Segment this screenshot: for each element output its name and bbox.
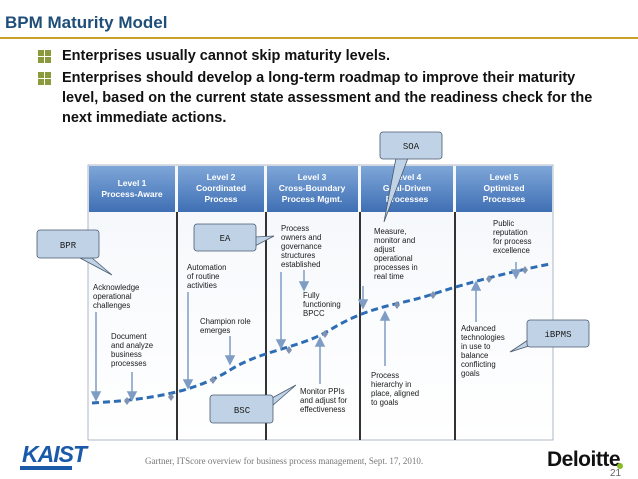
kaist-logo-bar	[20, 466, 72, 470]
annotation-champion: Champion role emerges	[200, 317, 253, 335]
callout-soa: SOA	[379, 131, 443, 223]
bullet-list: Enterprises usually cannot skip maturity…	[38, 46, 608, 130]
callout-label: BPR	[60, 241, 77, 251]
callout-label: EA	[220, 234, 231, 244]
annotation-automation: Automation of routine activities	[187, 263, 229, 290]
level-header-line: Level 2	[207, 172, 236, 182]
deloitte-logo: Deloitte	[547, 448, 621, 471]
annotation-reputation: Public reputation for process excellence	[493, 219, 534, 255]
level-header-4: Level 4 Goal-Driven Processes	[361, 166, 453, 212]
callout-bpr: BPR	[36, 229, 113, 276]
curve-markers	[124, 266, 528, 405]
level-header-3: Level 3 Cross-Boundary Process Mgmt.	[267, 166, 358, 212]
level-header-line: Level 1	[118, 178, 147, 188]
level-header-5: Level 5 Optimized Processes	[456, 166, 552, 212]
level-header-line: Process Mgmt.	[282, 194, 342, 204]
bullet-text: Enterprises should develop a long-term r…	[62, 70, 593, 126]
citation: Gartner, ITScore overview for business p…	[145, 456, 424, 466]
level-header-line: Goal-Driven	[383, 183, 431, 193]
level-header-line: Optimized	[483, 183, 524, 193]
level-header-line: Processes	[386, 194, 429, 204]
annotation-document: Document and analyze business processes	[111, 332, 155, 368]
annotation-measure: Measure, monitor and adjust operational …	[374, 227, 420, 281]
slide-title: BPM Maturity Model	[5, 13, 168, 32]
level-header-line: Process	[204, 194, 237, 204]
deloitte-dot-icon	[617, 463, 623, 469]
callout-label: BSC	[234, 406, 251, 416]
page-number: 21	[610, 468, 622, 479]
connector-arrows	[90, 262, 522, 402]
level-header-1: Level 1 Process-Aware	[89, 166, 175, 212]
level-header-line: Level 5	[490, 172, 519, 182]
callout-label: SOA	[403, 142, 420, 152]
level-header-2: Level 2 Coordinated Process	[178, 166, 264, 212]
annotation-texts: Acknowledge operational challenges Docum…	[93, 219, 534, 414]
annotation-owners: Process owners and governance structures…	[281, 224, 324, 269]
bullet-square-icon	[38, 50, 51, 63]
callout-ibpms: iBPMS	[509, 319, 590, 353]
bullet-square-icon	[38, 72, 51, 85]
annotation-monitor-ppis: Monitor PPIs and adjust for effectivenes…	[300, 387, 349, 414]
level-header-line: Cross-Boundary	[279, 183, 346, 193]
title-divider	[0, 37, 638, 39]
level-header-line: Process-Aware	[101, 189, 163, 199]
level-header-line: Level 4	[393, 172, 422, 182]
bullet-text: Enterprises usually cannot skip maturity…	[62, 48, 390, 64]
bullet-item: Enterprises should develop a long-term r…	[38, 68, 608, 128]
callout-bsc: BSC	[209, 384, 297, 424]
callout-ea: EA	[193, 223, 275, 252]
kaist-logo: KAIST	[22, 441, 87, 467]
annotation-hierarchy: Process hierarchy in place, aligned to g…	[371, 371, 421, 407]
maturity-curve	[91, 262, 551, 405]
annotation-acknowledge: Acknowledge operational challenges	[93, 283, 142, 310]
bullet-item: Enterprises usually cannot skip maturity…	[38, 46, 608, 66]
annotation-bpcc: Fully functioning BPCC	[303, 291, 343, 318]
level-header-line: Coordinated	[196, 183, 246, 193]
level-header-line: Processes	[483, 194, 526, 204]
callout-label: iBPMS	[544, 330, 571, 340]
level-header-line: Level 3	[298, 172, 327, 182]
annotation-advanced-tech: Advanced technologies in use to balance …	[461, 324, 507, 378]
